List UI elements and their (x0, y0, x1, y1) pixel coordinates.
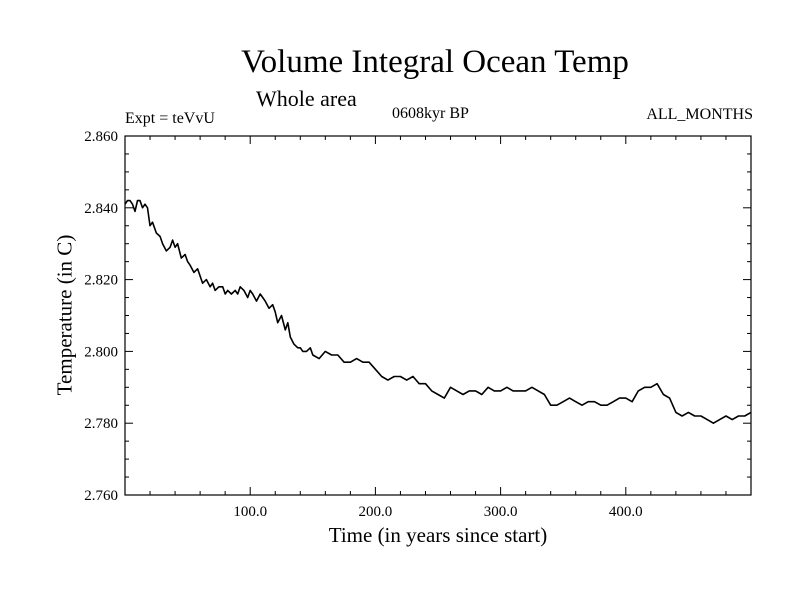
experiment-label: Expt = teVvU (125, 110, 215, 127)
period-label: 0608kyr BP (392, 105, 469, 122)
y-axis-label: Temperature (in C) (52, 234, 77, 396)
plot-frame (124, 135, 752, 496)
y-tick-label: 2.800 (84, 344, 118, 360)
x-tick-label: 100.0 (233, 504, 267, 520)
tick-labels: 2.760 2.780 2.800 2.820 2.840 2.860 100.0 200.0… (84, 129, 642, 520)
y-tick-label: 2.860 (84, 129, 118, 145)
y-tick-label: 2.780 (84, 416, 118, 432)
y-tick-label: 2.840 (84, 201, 118, 217)
chart-subtitle: Whole area (256, 86, 357, 111)
temperature-series-line (124, 199, 752, 424)
axis-ticks (125, 135, 751, 496)
months-label: ALL_MONTHS (646, 106, 753, 123)
chart-title: Volume Integral Ocean Temp (241, 44, 629, 80)
x-tick-label: 300.0 (484, 504, 518, 520)
x-tick-label: 200.0 (359, 504, 393, 520)
y-tick-label: 2.760 (84, 488, 118, 504)
y-tick-label: 2.820 (84, 273, 118, 289)
x-axis-label: Time (in years since start) (328, 523, 548, 547)
x-tick-label: 400.0 (609, 504, 643, 520)
